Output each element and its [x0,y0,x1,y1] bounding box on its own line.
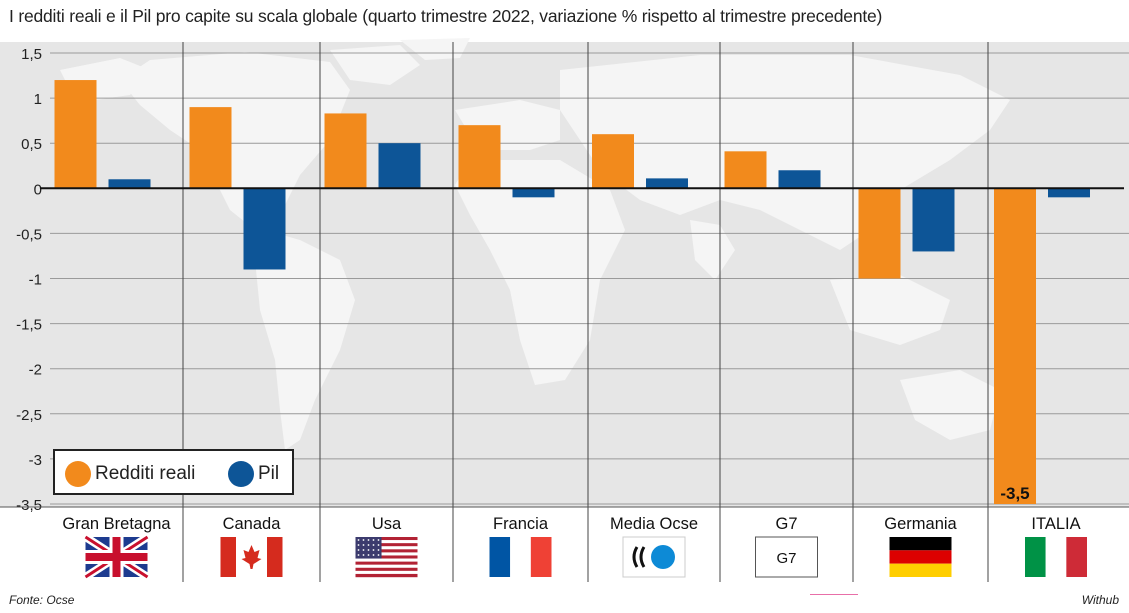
y-tick-label: -1 [29,272,42,289]
data-label-italia: -3,5 [1000,484,1029,503]
x-tick-label: Media Ocse [610,515,698,533]
y-tick-label: 0 [34,181,42,198]
g7-badge-text: G7 [776,550,796,567]
bar-pil [378,143,421,189]
x-tick-label: Usa [372,515,402,533]
y-tick-label: -1,5 [16,317,42,334]
x-tick-label: Gran Bretagna [62,515,171,533]
brand-credit: Withub [1081,593,1119,607]
y-tick-label: -0,5 [16,226,42,243]
y-tick-label: -3,5 [16,497,42,514]
germany-flag-icon [889,537,952,577]
chart-legend: Redditi reali Pil [53,449,294,495]
legend-item-pil: Pil [228,461,279,487]
x-tick-label: Canada [223,515,282,533]
bar-pil [912,188,955,252]
legend-label-redditi: Redditi reali [95,463,196,484]
bar-pil [778,170,821,189]
bar-redditi-reali [858,188,901,279]
bar-redditi-reali [324,113,367,189]
bar-pil [512,188,555,198]
x-tick-label: Francia [493,515,549,533]
bar-pil [646,178,688,189]
x-tick-label: Germania [884,515,957,533]
bar-pil [108,179,151,189]
canada-flag-icon [220,537,283,577]
y-tick-label: 1,5 [21,46,42,63]
chart-title: I redditi reali e il Pil pro capite su s… [9,6,883,26]
y-tick-label: 1 [34,91,42,108]
legend-item-redditi: Redditi reali [65,461,195,487]
y-tick-label: -2,5 [16,407,42,424]
y-tick-label: -3 [29,452,42,469]
usa-flag-icon [355,537,418,578]
bar-redditi-reali [592,134,634,189]
x-tick-label: G7 [775,515,797,533]
legend-swatch-pil [228,461,254,487]
uk-flag-icon [83,533,150,581]
oecd-logo-icon [622,536,686,578]
decorative-line [810,594,858,595]
bar-redditi-reali [458,125,501,189]
world-map-background [60,38,1010,450]
g7-logo-icon: G7 [755,536,818,578]
bar-redditi-reali [189,107,232,189]
y-tick-label: -2 [29,362,42,379]
france-flag-icon [489,537,552,577]
legend-swatch-redditi [65,461,91,487]
source-note: Fonte: Ocse [9,593,75,607]
bar-redditi-reali [994,188,1036,505]
bar-pil [243,188,286,270]
y-tick-label: 0,5 [21,136,42,153]
italy-flag-icon [1025,537,1087,577]
x-tick-label: ITALIA [1031,515,1080,533]
bar-redditi-reali [54,80,97,189]
legend-label-pil: Pil [258,463,280,484]
bar-redditi-reali [724,151,767,189]
bar-pil [1048,188,1090,198]
